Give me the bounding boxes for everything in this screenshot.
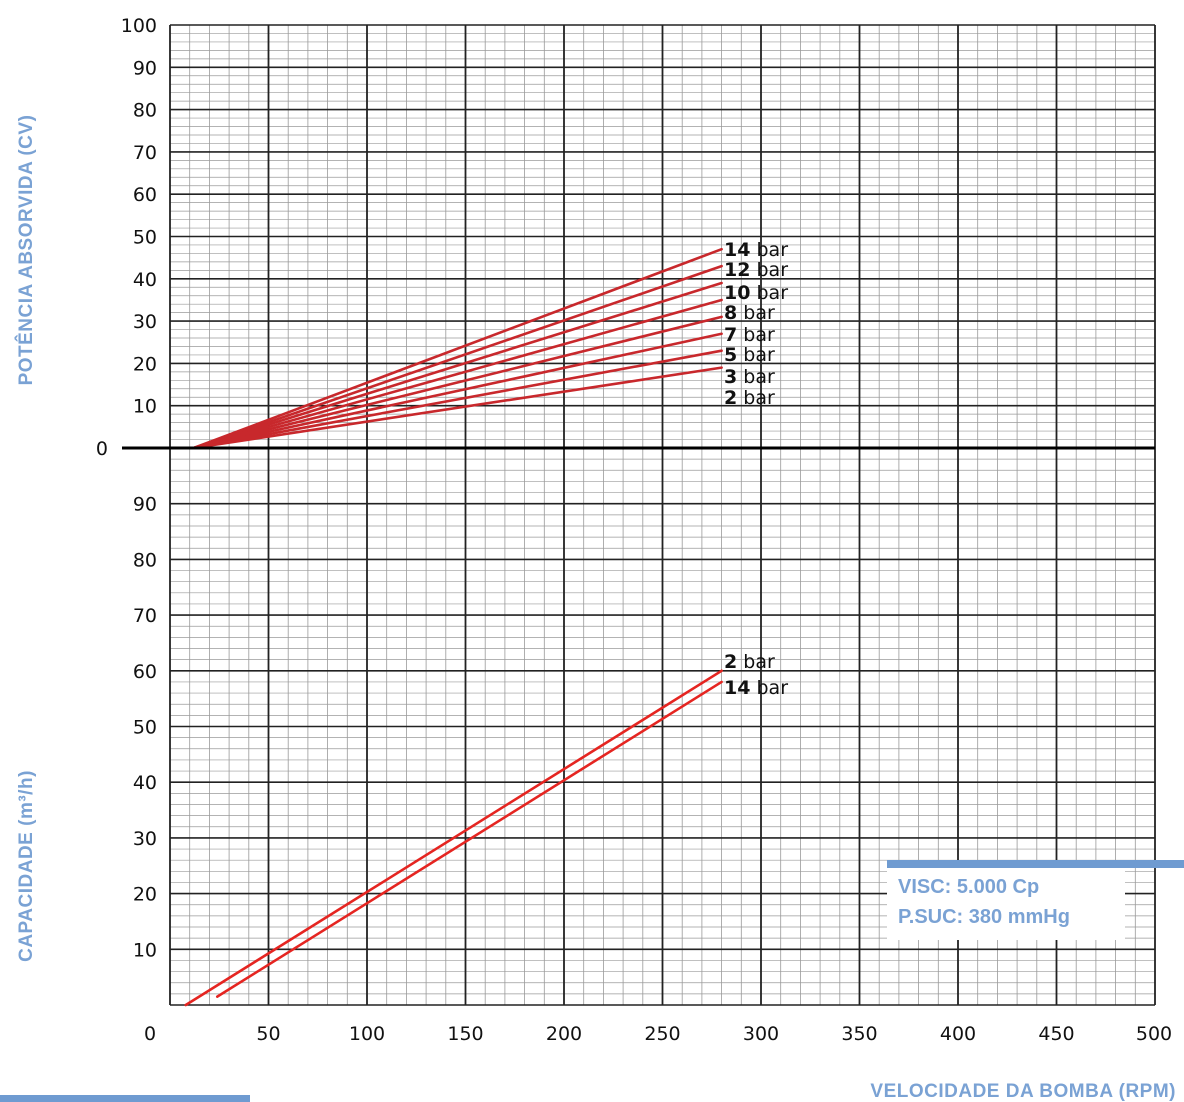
curve-label-unit: bar <box>750 677 788 699</box>
curve-label-unit: bar <box>737 344 775 366</box>
curve-bottom-2-bar <box>184 669 723 1007</box>
major-gridlines <box>169 24 1156 1006</box>
curve-label-number: 3 <box>724 366 737 388</box>
x-tick-label: 200 <box>546 1023 582 1045</box>
y-tick-label-power: 30 <box>133 311 157 333</box>
y-tick-label-power: 70 <box>133 142 157 164</box>
y-tick-label-power: 40 <box>133 269 157 291</box>
viscosity-label: VISC: 5.000 Cp <box>898 876 1040 898</box>
y-tick-label-power: 0 <box>96 438 108 460</box>
curve-label-unit: bar <box>750 259 788 281</box>
y-tick-label-capacity: 60 <box>133 661 157 683</box>
conditions-note: VISC: 5.000 Cp P.SUC: 380 mmHg <box>887 868 1125 940</box>
suction-pressure-label: P.SUC: 380 mmHg <box>898 906 1070 928</box>
x-tick-label: 450 <box>1038 1023 1074 1045</box>
curve-label-unit: bar <box>737 651 775 673</box>
curve-label-bottom: 14 bar <box>724 677 788 699</box>
curve-top-14-bar <box>192 247 723 450</box>
x-tick-label: 0 <box>144 1023 156 1045</box>
curve-label-number: 2 <box>724 387 737 409</box>
x-tick-label: 100 <box>349 1023 385 1045</box>
y-tick-label-power: 20 <box>133 353 157 375</box>
y-tick-label-power: 60 <box>133 184 157 206</box>
curve-top-7-bar <box>192 315 723 450</box>
curve-label-number: 14 <box>724 239 750 261</box>
x-tick-label: 250 <box>644 1023 680 1045</box>
curve-label-top: 10 bar <box>724 282 788 304</box>
curve-label-number: 7 <box>724 324 737 346</box>
y-tick-label-power: 80 <box>133 100 157 122</box>
curve-label-top: 8 bar <box>724 302 775 324</box>
x-tick-label: 500 <box>1136 1023 1172 1045</box>
curve-top-3-bar <box>192 349 723 450</box>
x-tick-label: 400 <box>940 1023 976 1045</box>
tick-labels: 0102030405060708090100102030405060708090… <box>96 15 1172 1045</box>
curve-label-number: 10 <box>724 282 750 304</box>
curve-label-top: 7 bar <box>724 324 775 346</box>
curve-label-number: 14 <box>724 677 750 699</box>
y-tick-label-capacity: 30 <box>133 828 157 850</box>
y-tick-label-capacity: 70 <box>133 605 157 627</box>
y-tick-label-power: 100 <box>121 15 157 37</box>
curve-label-top: 14 bar <box>724 239 788 261</box>
y-tick-label-power: 50 <box>133 227 157 249</box>
y-tick-label-power: 10 <box>133 396 157 418</box>
curve-label-top: 12 bar <box>724 259 788 281</box>
y-tick-label-capacity: 20 <box>133 884 157 906</box>
curve-label-number: 12 <box>724 259 750 281</box>
curve-label-number: 5 <box>724 344 737 366</box>
y-tick-label-capacity: 50 <box>133 717 157 739</box>
curve-label-top: 3 bar <box>724 366 775 388</box>
y-axis-title-capacity: CAPACIDADE (m³/h) <box>16 770 37 962</box>
y-tick-label-capacity: 90 <box>133 494 157 516</box>
curve-label-number: 2 <box>724 651 737 673</box>
curve-top-8-bar <box>192 298 723 450</box>
y-tick-label-power: 90 <box>133 57 157 79</box>
curve-label-unit: bar <box>737 302 775 324</box>
power-curves <box>192 247 723 450</box>
curve-top-2-bar <box>192 366 723 450</box>
note-accent-bar <box>887 860 1184 868</box>
y-tick-label-capacity: 10 <box>133 939 157 961</box>
curve-label-unit: bar <box>737 324 775 346</box>
y-tick-label-capacity: 80 <box>133 549 157 571</box>
curve-top-12-bar <box>192 264 723 450</box>
curve-top-5-bar <box>192 332 723 450</box>
y-tick-label-capacity: 40 <box>133 772 157 794</box>
curve-label-number: 8 <box>724 302 737 324</box>
curve-label-top: 2 bar <box>724 387 775 409</box>
curve-label-unit: bar <box>750 282 788 304</box>
curve-label-unit: bar <box>737 387 775 409</box>
x-tick-label: 300 <box>743 1023 779 1045</box>
curve-label-unit: bar <box>737 366 775 388</box>
curve-label-top: 5 bar <box>724 344 775 366</box>
corner-accent-bar <box>0 1095 250 1102</box>
curve-label-bottom: 2 bar <box>724 651 775 673</box>
x-axis-title: VELOCIDADE DA BOMBA (RPM) <box>870 1081 1176 1102</box>
y-axis-title-power: POTÊNCIA ABSORVIDA (CV) <box>15 115 37 386</box>
x-tick-label: 350 <box>841 1023 877 1045</box>
x-tick-label: 50 <box>256 1023 280 1045</box>
x-tick-label: 150 <box>447 1023 483 1045</box>
curve-label-unit: bar <box>750 239 788 261</box>
curve-bottom-14-bar <box>215 680 723 998</box>
capacity-curves <box>184 669 723 1007</box>
curve-top-10-bar <box>192 281 723 450</box>
